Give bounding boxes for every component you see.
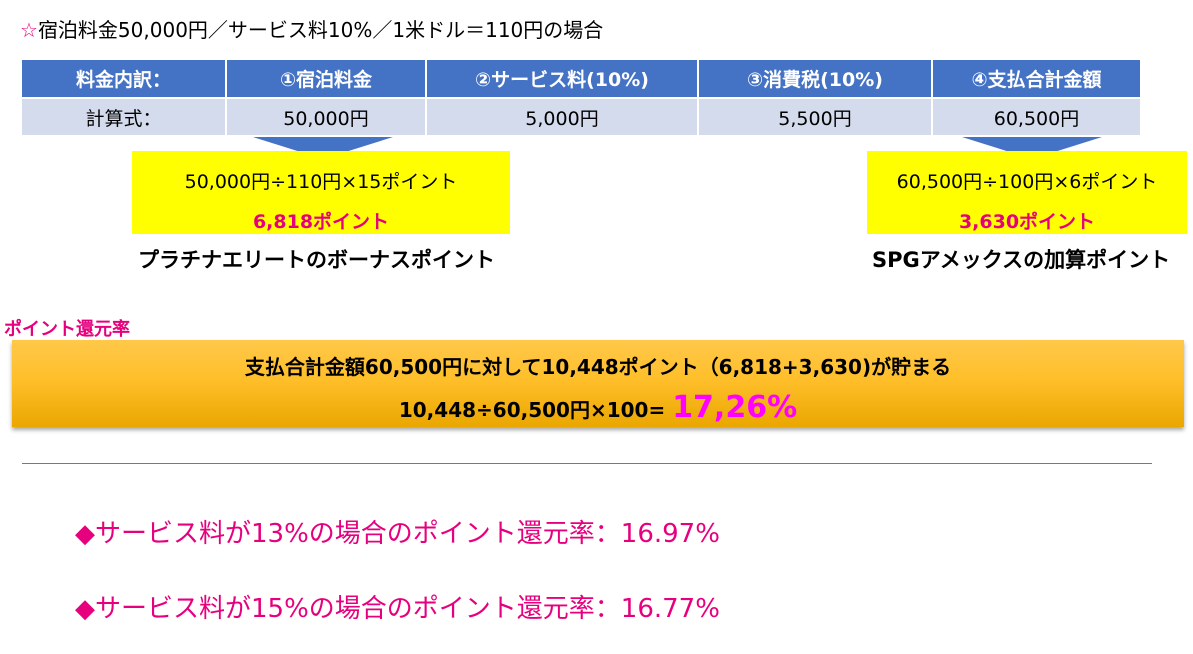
table-cell-consumption-tax: 5,500円	[698, 97, 933, 135]
table-header-service-charge: ②サービス料(10%)	[426, 60, 699, 98]
rate-heading: ポイント還元率	[4, 319, 130, 340]
table-header-consumption-tax: ③消費税(10%)	[698, 60, 933, 98]
right-caption: SPGアメックスの加算ポイント	[872, 248, 1171, 272]
note-13-percent: ◆サービス料が13%の場合のポイント還元率：16.97%	[75, 519, 720, 549]
rate-calculation: 10,448÷60,500円×100= 17,26%	[12, 390, 1184, 425]
table-cell-service-charge: 5,000円	[426, 97, 699, 135]
right-points-box: 60,500円÷100円×6ポイント 3,630ポイント	[867, 151, 1187, 234]
header-line: ☆宿泊料金50,000円／サービス料10%／1米ドル＝110円の場合	[20, 14, 603, 43]
left-caption: プラチナエリートのボーナスポイント	[138, 248, 495, 272]
left-formula: 50,000円÷110円×15ポイント	[184, 171, 458, 193]
left-points-box: 50,000円÷110円×15ポイント 6,818ポイント	[132, 151, 510, 234]
table-cell-room-rate: 50,000円	[226, 97, 427, 135]
breakdown-table: 料金内訳： ①宿泊料金 ②サービス料(10%) ③消費税(10%) ④支払合計金…	[22, 60, 1140, 135]
divider	[22, 463, 1152, 464]
table-row: 計算式： 50,000円 5,000円 5,500円 60,500円	[22, 97, 1140, 135]
note-15-percent: ◆サービス料が15%の場合のポイント還元率：16.77%	[75, 594, 720, 624]
rate-result: 17,26%	[672, 390, 798, 425]
table-header-room-rate: ①宿泊料金	[226, 60, 427, 98]
left-points: 6,818ポイント	[252, 211, 390, 233]
rate-box: 支払合計金額60,500円に対して10,448ポイント（6,818+3,630)…	[12, 340, 1184, 427]
star-icon: ☆	[20, 18, 38, 42]
right-formula: 60,500円÷100円×6ポイント	[896, 171, 1158, 193]
table-header-row: 料金内訳： ①宿泊料金 ②サービス料(10%) ③消費税(10%) ④支払合計金…	[22, 60, 1140, 98]
rate-summary: 支払合計金額60,500円に対して10,448ポイント（6,818+3,630)…	[244, 355, 952, 379]
right-points: 3,630ポイント	[958, 211, 1096, 233]
rate-formula: 10,448÷60,500円×100=	[398, 398, 673, 422]
table-cell-total: 60,500円	[932, 97, 1140, 135]
table-cell-label: 計算式：	[22, 97, 227, 135]
table-header-label: 料金内訳：	[22, 60, 227, 98]
table-header-total: ④支払合計金額	[932, 60, 1140, 98]
header-text: 宿泊料金50,000円／サービス料10%／1米ドル＝110円の場合	[37, 18, 604, 42]
